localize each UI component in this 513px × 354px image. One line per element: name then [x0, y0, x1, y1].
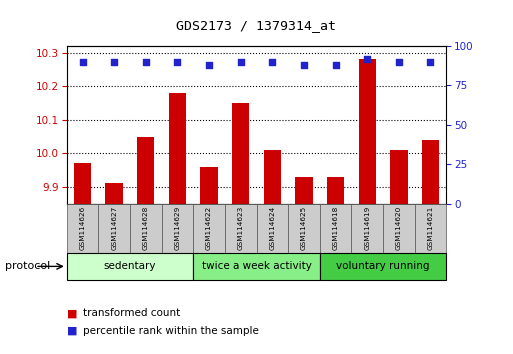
Bar: [201, 167, 218, 204]
Bar: [351, 204, 383, 253]
Text: GSM114627: GSM114627: [111, 206, 117, 250]
Bar: [320, 253, 446, 280]
Bar: [288, 204, 320, 253]
Point: [236, 59, 245, 64]
Bar: [383, 204, 415, 253]
Point: [173, 59, 182, 64]
Point: [78, 59, 87, 64]
Point: [363, 56, 371, 62]
Text: twice a week activity: twice a week activity: [202, 261, 311, 272]
Text: ■: ■: [67, 326, 77, 336]
Text: GSM114628: GSM114628: [143, 206, 149, 250]
Text: sedentary: sedentary: [104, 261, 156, 272]
Text: transformed count: transformed count: [83, 308, 181, 318]
Bar: [193, 204, 225, 253]
Point: [331, 62, 340, 68]
Bar: [225, 204, 256, 253]
Bar: [327, 177, 344, 204]
Bar: [295, 177, 312, 204]
Text: GSM114623: GSM114623: [238, 206, 244, 250]
Bar: [98, 204, 130, 253]
Bar: [232, 103, 249, 204]
Text: GSM114622: GSM114622: [206, 206, 212, 250]
Point: [205, 62, 213, 68]
Text: GSM114626: GSM114626: [80, 206, 86, 250]
Bar: [67, 204, 98, 253]
Text: percentile rank within the sample: percentile rank within the sample: [83, 326, 259, 336]
Bar: [256, 204, 288, 253]
Bar: [137, 137, 154, 204]
Text: GSM114618: GSM114618: [332, 206, 339, 250]
Text: GDS2173 / 1379314_at: GDS2173 / 1379314_at: [176, 19, 337, 32]
Point: [394, 59, 403, 64]
Point: [426, 59, 435, 64]
Point: [110, 59, 118, 64]
Bar: [422, 140, 439, 204]
Bar: [193, 253, 320, 280]
Bar: [359, 59, 376, 204]
Point: [268, 59, 277, 64]
Point: [142, 59, 150, 64]
Bar: [106, 183, 123, 204]
Bar: [264, 150, 281, 204]
Text: GSM114620: GSM114620: [396, 206, 402, 250]
Text: GSM114624: GSM114624: [269, 206, 275, 250]
Bar: [169, 93, 186, 204]
Bar: [74, 163, 91, 204]
Bar: [390, 150, 407, 204]
Bar: [67, 253, 193, 280]
Text: voluntary running: voluntary running: [337, 261, 430, 272]
Text: protocol: protocol: [5, 261, 50, 272]
Point: [300, 62, 308, 68]
Text: GSM114629: GSM114629: [174, 206, 181, 250]
Bar: [130, 204, 162, 253]
Bar: [415, 204, 446, 253]
Text: GSM114621: GSM114621: [427, 206, 433, 250]
Bar: [320, 204, 351, 253]
Text: ■: ■: [67, 308, 77, 318]
Text: GSM114619: GSM114619: [364, 206, 370, 250]
Bar: [162, 204, 193, 253]
Text: GSM114625: GSM114625: [301, 206, 307, 250]
